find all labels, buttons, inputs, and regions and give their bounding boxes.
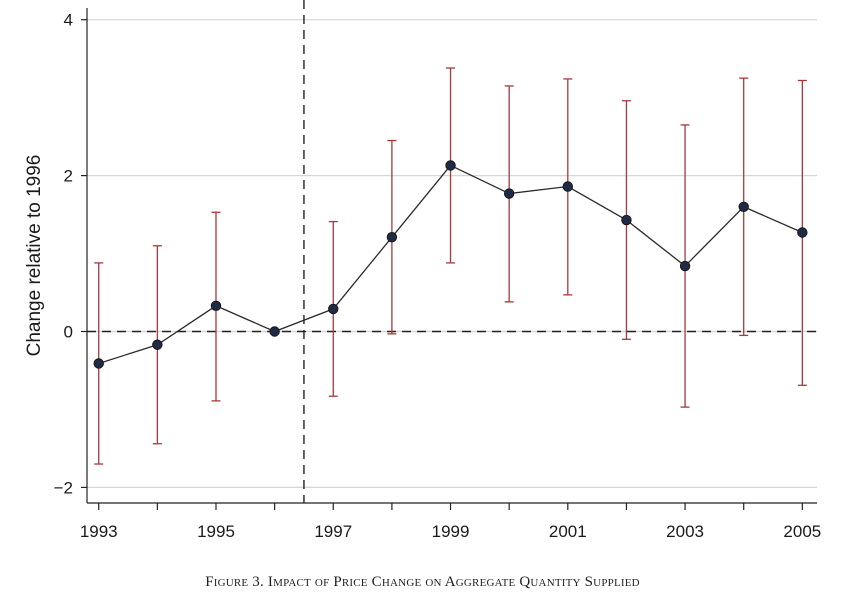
figure-caption: Figure 3. Impact of Price Change on Aggr… [205, 574, 640, 590]
y-tick-label-0: 0 [64, 323, 73, 342]
data-point-1999 [445, 160, 456, 171]
data-point-2001 [562, 181, 574, 192]
data-point-2000 [503, 188, 515, 199]
x-tick-labels: 1993 1995 1997 1999 2001 2003 2005 [80, 503, 821, 541]
data-point-1997 [328, 303, 339, 315]
data-point-1994 [152, 339, 163, 350]
x-tick-label-1993: 1993 [80, 522, 118, 541]
data-point-1993 [93, 358, 104, 369]
chart: 1993 1995 1997 1999 2001 2003 2005 −2 0 2 4 Chang… [24, 0, 821, 541]
x-tick-label-2003: 2003 [666, 522, 704, 541]
y-tick-labels: −2 0 2 4 [54, 11, 87, 497]
x-tick-label-2001: 2001 [549, 522, 587, 541]
y-tick-label-4: 4 [64, 11, 73, 30]
y-axis-title: Change relative to 1996 [24, 155, 45, 357]
data-point-1995 [210, 300, 222, 311]
data-point-1998 [386, 231, 398, 243]
reference-lines [87, 0, 817, 503]
x-tick-label-1999: 1999 [432, 522, 470, 541]
data-point-2002 [621, 214, 632, 226]
data-point-2003 [679, 260, 691, 272]
data-points [93, 160, 808, 369]
data-point-1996 [269, 326, 280, 337]
data-point-2004 [738, 201, 749, 212]
data-point-2005 [797, 227, 808, 238]
gridlines [87, 19, 817, 489]
y-tick-label--2: −2 [54, 478, 73, 497]
y-tick-label-2: 2 [64, 167, 73, 186]
x-tick-label-1995: 1995 [197, 522, 235, 541]
error-bars [94, 67, 807, 465]
x-tick-label-2005: 2005 [783, 522, 821, 541]
axes [86, 8, 817, 504]
x-tick-label-1997: 1997 [314, 522, 352, 541]
